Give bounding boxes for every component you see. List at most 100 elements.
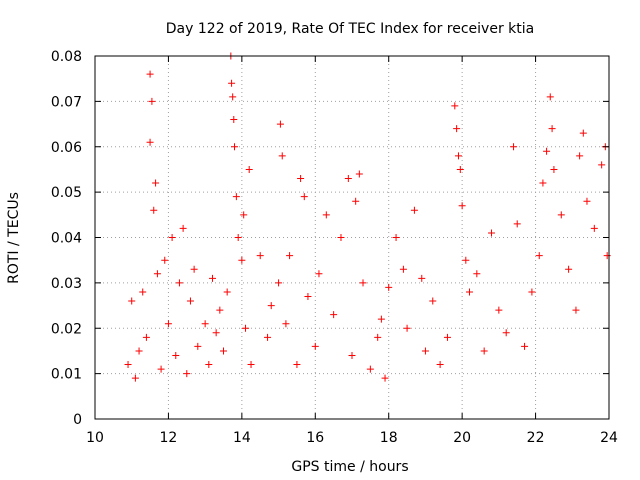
data-point-marker xyxy=(510,143,518,151)
data-point-marker xyxy=(528,288,536,296)
data-point-marker xyxy=(201,320,209,328)
data-point-marker xyxy=(183,370,191,378)
chart-title: Day 122 of 2019, Rate Of TEC Index for r… xyxy=(166,21,534,37)
data-point-marker xyxy=(220,347,227,355)
data-point-marker xyxy=(256,252,264,260)
data-point-marker xyxy=(392,234,400,241)
data-point-marker xyxy=(337,234,345,241)
data-point-marker xyxy=(205,361,213,369)
data-point-marker xyxy=(539,179,547,187)
data-point-marker xyxy=(473,270,481,278)
x-tick-label: 12 xyxy=(160,430,178,446)
data-point-marker xyxy=(535,252,543,260)
x-tick-label: 14 xyxy=(233,430,251,446)
y-tick-label: 0.08 xyxy=(51,49,82,65)
data-point-marker xyxy=(232,193,240,201)
data-point-marker xyxy=(212,329,220,337)
data-point-marker xyxy=(267,302,275,310)
grid xyxy=(95,56,609,419)
data-point-marker xyxy=(548,125,556,133)
data-point-marker xyxy=(264,333,272,341)
data-point-marker xyxy=(240,211,248,219)
data-point-marker xyxy=(410,206,418,214)
y-tick-label: 0.06 xyxy=(51,140,82,156)
data-point-marker xyxy=(304,292,312,300)
data-point-marker xyxy=(546,93,554,101)
y-axis-label: ROTI / TECUs xyxy=(6,192,22,284)
x-tick-label: 16 xyxy=(306,430,324,446)
data-point-marker xyxy=(223,288,231,296)
data-point-marker xyxy=(443,333,451,341)
data-point-marker xyxy=(465,288,473,296)
data-point-marker xyxy=(146,138,154,146)
data-point-marker xyxy=(598,161,606,169)
data-point-marker xyxy=(421,347,429,355)
data-point-marker xyxy=(456,165,464,173)
data-point-marker xyxy=(418,274,426,282)
data-point-marker xyxy=(135,347,143,355)
y-tick-label: 0.01 xyxy=(51,367,82,383)
data-point-marker xyxy=(495,306,503,314)
data-point-marker xyxy=(139,288,147,296)
data-point-marker xyxy=(590,224,598,232)
data-point-marker xyxy=(300,193,308,201)
y-tick-label: 0.03 xyxy=(51,276,82,292)
y-tick-label: 0.04 xyxy=(51,231,82,247)
data-point-marker xyxy=(576,152,584,160)
data-point-marker xyxy=(175,279,183,287)
data-point-marker xyxy=(502,329,510,337)
x-tick-label: 22 xyxy=(527,430,545,446)
data-point-marker xyxy=(579,129,587,137)
data-point-marker xyxy=(148,97,156,105)
data-point-marker xyxy=(278,152,286,160)
data-point-marker xyxy=(603,252,611,260)
data-point-marker xyxy=(565,265,573,273)
data-point-marker xyxy=(429,297,437,305)
data-point-marker xyxy=(352,197,360,205)
data-point-marker xyxy=(454,152,462,160)
data-point-marker xyxy=(186,297,194,305)
data-point-marker xyxy=(172,351,180,359)
y-tick-label: 0 xyxy=(73,412,82,428)
data-point-marker xyxy=(150,206,158,214)
data-point-marker xyxy=(480,347,488,355)
data-point-marker xyxy=(385,283,393,291)
data-point-marker xyxy=(247,361,255,369)
data-point-marker xyxy=(179,224,187,232)
y-tick-labels: 0 0.01 0.02 0.03 0.04 0.05 0.06 0.07 0.08 xyxy=(51,49,82,428)
data-point-marker xyxy=(216,306,224,314)
data-point-marker xyxy=(286,252,294,260)
data-point-marker xyxy=(359,279,367,287)
data-point-marker xyxy=(322,211,330,219)
data-point-marker xyxy=(164,320,172,328)
data-point-marker xyxy=(403,324,411,332)
data-point-marker xyxy=(374,333,382,341)
data-point-marker xyxy=(275,279,283,287)
data-point-marker xyxy=(399,265,407,273)
data-point-marker xyxy=(488,229,496,237)
data-point-marker xyxy=(194,342,202,350)
x-axis-label: GPS time / hours xyxy=(291,459,408,475)
data-point-marker xyxy=(366,365,374,373)
y-tick-label: 0.07 xyxy=(51,94,82,110)
data-point-marker xyxy=(208,274,216,282)
axis-ticks xyxy=(94,55,610,420)
data-point-marker xyxy=(550,165,558,173)
data-point-marker xyxy=(131,374,139,382)
x-tick-labels: 10 12 14 16 18 20 22 24 xyxy=(86,430,618,446)
data-point-marker xyxy=(231,143,239,151)
data-point-marker xyxy=(330,311,338,319)
x-tick-label: 20 xyxy=(453,430,471,446)
y-tick-label: 0.05 xyxy=(51,185,82,201)
data-point-marker xyxy=(229,93,237,101)
data-point-marker xyxy=(168,234,176,241)
x-tick-label: 10 xyxy=(86,430,104,446)
data-point-marker xyxy=(572,306,580,314)
x-tick-label: 18 xyxy=(380,430,398,446)
data-point-marker xyxy=(276,120,284,128)
data-point-marker xyxy=(142,333,150,341)
data-point-marker xyxy=(297,175,305,183)
data-point-marker xyxy=(153,270,161,278)
data-point-marker xyxy=(161,256,169,264)
